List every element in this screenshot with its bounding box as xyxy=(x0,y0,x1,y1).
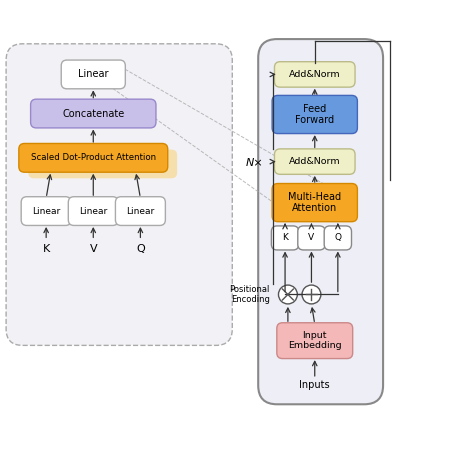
FancyBboxPatch shape xyxy=(28,150,177,178)
Text: K: K xyxy=(43,244,50,254)
Text: Q: Q xyxy=(334,233,341,242)
Text: V: V xyxy=(90,244,97,254)
Text: Linear: Linear xyxy=(32,207,60,216)
Text: Input
Embedding: Input Embedding xyxy=(288,331,342,350)
Text: V: V xyxy=(309,233,315,242)
Circle shape xyxy=(278,285,297,304)
Text: Add&Norm: Add&Norm xyxy=(289,70,340,79)
Text: Multi-Head
Attention: Multi-Head Attention xyxy=(288,192,341,213)
FancyBboxPatch shape xyxy=(272,95,357,134)
FancyBboxPatch shape xyxy=(68,197,118,226)
Text: Positional
Encoding: Positional Encoding xyxy=(229,285,270,304)
FancyBboxPatch shape xyxy=(19,144,168,172)
FancyBboxPatch shape xyxy=(274,149,355,174)
FancyBboxPatch shape xyxy=(31,99,156,128)
FancyBboxPatch shape xyxy=(116,197,165,226)
FancyBboxPatch shape xyxy=(61,60,125,89)
FancyBboxPatch shape xyxy=(6,44,232,346)
Text: Linear: Linear xyxy=(126,207,155,216)
FancyBboxPatch shape xyxy=(274,62,355,87)
Text: Feed
Forward: Feed Forward xyxy=(295,104,334,125)
Text: K: K xyxy=(282,233,288,242)
Text: Linear: Linear xyxy=(78,69,109,80)
Text: Linear: Linear xyxy=(79,207,108,216)
Text: N×: N× xyxy=(246,157,264,167)
Text: Add&Norm: Add&Norm xyxy=(289,157,340,166)
Circle shape xyxy=(302,285,321,304)
FancyBboxPatch shape xyxy=(324,226,352,250)
FancyBboxPatch shape xyxy=(272,183,357,222)
Text: Inputs: Inputs xyxy=(300,381,330,391)
Text: Scaled Dot-Product Attention: Scaled Dot-Product Attention xyxy=(31,153,156,162)
Text: Concatenate: Concatenate xyxy=(62,109,124,118)
FancyBboxPatch shape xyxy=(272,226,299,250)
FancyBboxPatch shape xyxy=(277,323,353,358)
Text: Q: Q xyxy=(136,244,145,254)
FancyBboxPatch shape xyxy=(258,39,383,404)
FancyBboxPatch shape xyxy=(298,226,325,250)
FancyBboxPatch shape xyxy=(21,197,71,226)
